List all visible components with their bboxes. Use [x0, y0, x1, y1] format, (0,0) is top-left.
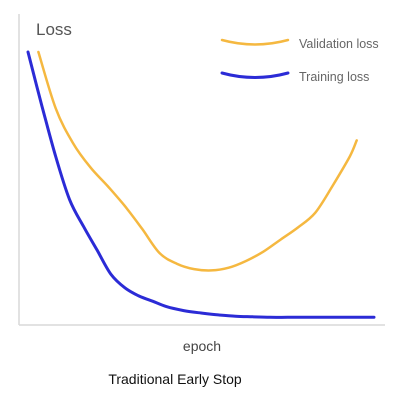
legend-swatch: [220, 71, 290, 79]
legend-swatch: [220, 38, 290, 46]
series-line-validation-loss: [37, 50, 358, 272]
legend-item: Validation loss: [220, 37, 379, 51]
series-line-training-loss: [26, 50, 376, 319]
series-layer: [26, 50, 376, 319]
chart-caption: Traditional Early Stop: [108, 371, 242, 387]
legend-item: Training loss: [220, 70, 369, 84]
x-axis-label: epoch: [183, 338, 221, 354]
legend-label: Training loss: [299, 70, 369, 84]
y-axis-label: Loss: [36, 20, 72, 39]
legend-label: Validation loss: [299, 37, 379, 51]
legend: Validation loss Training loss: [220, 37, 379, 84]
